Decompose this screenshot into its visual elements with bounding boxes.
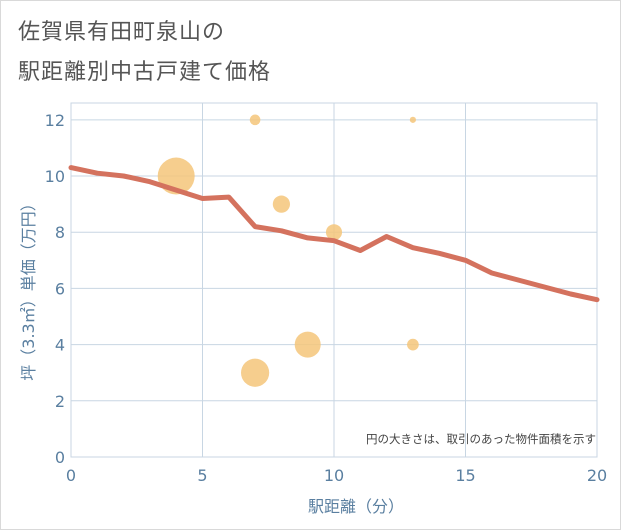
y-tick-label: 0 <box>55 448 65 467</box>
x-tick-label: 20 <box>587 466 607 485</box>
y-axis-label: 坪（3.3㎡）単価（万円） <box>19 195 38 380</box>
data-bubble <box>407 338 419 351</box>
x-tick-label: 5 <box>197 466 207 485</box>
x-tick-label: 15 <box>455 466 475 485</box>
y-tick-label: 4 <box>55 336 65 355</box>
chart-title-line-1: 佐賀県有田町泉山の <box>18 20 226 45</box>
y-tick-label: 10 <box>45 167 65 186</box>
y-tick-label: 12 <box>45 111 65 130</box>
y-tick-label: 6 <box>55 279 65 298</box>
trend-line-group <box>68 165 600 303</box>
bubble-size-annotation: 円の大きさは、取引のあった物件面積を示す <box>366 432 596 446</box>
bubbles <box>157 114 419 387</box>
data-bubble <box>241 358 270 387</box>
y-tick-label: 2 <box>55 392 65 411</box>
data-bubble <box>409 116 416 123</box>
data-bubble <box>249 114 261 126</box>
data-bubble <box>325 224 343 241</box>
data-bubble <box>272 195 290 213</box>
x-tick-label: 10 <box>324 466 344 485</box>
data-bubble <box>294 331 321 358</box>
trend-line <box>68 165 600 303</box>
y-tick-label: 8 <box>55 223 65 242</box>
x-tick-label: 0 <box>66 466 76 485</box>
chart-title-line-2: 駅距離別中古戸建て価格 <box>18 60 272 85</box>
tick-labels: 0 5 10 15 20 0 2 4 6 8 10 12 <box>45 111 608 485</box>
x-axis-label: 駅距離（分） <box>308 497 404 516</box>
